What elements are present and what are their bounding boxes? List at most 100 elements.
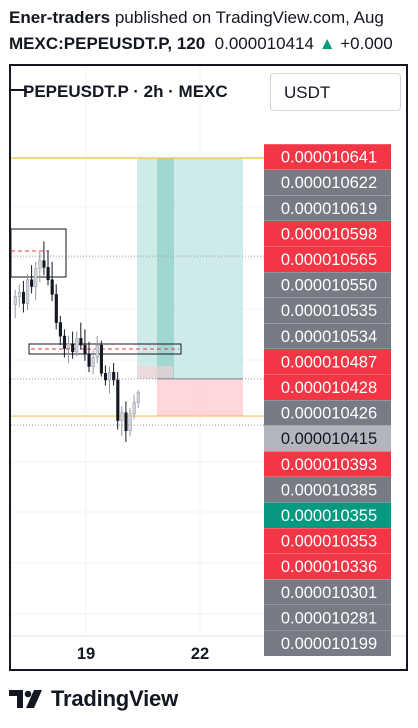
price-label: 0.000010619 (281, 200, 377, 218)
price-label: 0.000010426 (281, 405, 377, 423)
candle-body (17, 291, 21, 297)
candle-body (46, 267, 50, 281)
candle-body (79, 338, 83, 346)
candle-body (71, 343, 75, 353)
candle-body (67, 343, 71, 349)
price-label: 0.000010353 (281, 533, 377, 551)
publish-line: Ener-traders published on TradingView.co… (9, 7, 384, 29)
symbol-legend[interactable]: PEPEUSDT.P · 2h · MEXC (23, 82, 228, 101)
price-chart[interactable]: 0.000010641 0.000010622 0.000010619 0.00001… (11, 66, 406, 669)
price-axis-labels: 0.000010641 0.000010622 0.000010619 0.00001… (264, 144, 391, 656)
candle-body (136, 392, 140, 403)
price-label: 0.000010565 (281, 251, 377, 269)
price-label: 0.000010336 (281, 558, 377, 576)
tradingview-logo-icon (9, 690, 42, 708)
price-label-bg (264, 400, 391, 426)
candle-body (91, 357, 95, 367)
author-name[interactable]: Ener-traders (9, 8, 111, 27)
price-label: 0.000010355 (281, 507, 377, 525)
price-label-bg (264, 605, 391, 631)
price-change: +0.000 (340, 34, 393, 53)
price-label: 0.000010534 (281, 328, 377, 346)
price-label: 0.000010622 (281, 174, 377, 192)
price-label: 0.000010598 (281, 225, 377, 243)
candle-body (21, 291, 26, 304)
candle-body (54, 294, 58, 323)
drawing-boxes (11, 89, 182, 355)
symbol-line: MEXC:PEPEUSDT.P, 120 0.000010414 ▲ +0.00… (9, 33, 393, 55)
candle-body (128, 413, 132, 431)
price-label: 0.000010487 (281, 353, 377, 371)
price-label: 0.000010641 (281, 149, 377, 167)
last-price: 0.000010414 (214, 34, 314, 53)
published-text: published on TradingView.com, Aug (114, 8, 384, 27)
price-label: 0.000010199 (281, 635, 377, 653)
price-label-bg (264, 579, 391, 605)
candles (13, 241, 140, 442)
range-box (28, 343, 182, 355)
entry-stop-shade (137, 366, 173, 379)
price-label-bg (264, 502, 391, 528)
price-label-bg (264, 630, 391, 656)
price-label: 0.000010393 (281, 456, 377, 474)
candle-body (50, 279, 54, 295)
candle-body (75, 338, 79, 353)
candle-body (120, 412, 124, 421)
price-label: 0.000010281 (281, 609, 377, 627)
candle-body (99, 344, 103, 374)
candle-body (62, 335, 67, 349)
entry-column (157, 158, 174, 379)
chart-frame[interactable]: 0.000010641 0.000010622 0.000010619 0.00001… (9, 64, 408, 671)
candle-body (112, 371, 116, 381)
candle-body (87, 353, 91, 367)
candle-body (30, 279, 34, 287)
candle-body (42, 260, 46, 268)
candle-body (34, 268, 38, 287)
price-label-bg (264, 323, 391, 349)
up-arrow-icon: ▲ (318, 34, 336, 53)
currency-button[interactable]: USDT (270, 73, 401, 111)
x-tick-label: 22 (191, 645, 209, 663)
price-label: 0.000010301 (281, 584, 377, 602)
price-label-bg (264, 195, 391, 221)
price-label-bg (264, 297, 391, 324)
candle-body (38, 260, 42, 269)
price-label-bg (264, 553, 391, 580)
candle-body (58, 322, 62, 337)
candle-body (103, 373, 108, 381)
price-label-bg (264, 144, 391, 170)
x-tick-label: 19 (77, 645, 95, 663)
price-label-bg (264, 528, 391, 554)
price-label: 0.000010550 (281, 277, 377, 295)
price-label-bg (264, 246, 391, 272)
candle-body (95, 344, 99, 358)
candle-body (124, 412, 128, 431)
candle-body (83, 344, 87, 355)
candle-body (132, 402, 136, 415)
price-label-bg (264, 349, 391, 375)
candle-body (13, 296, 17, 305)
price-label-bg (264, 272, 391, 298)
stop-zone (157, 378, 243, 417)
price-label-bg (264, 425, 391, 452)
price-label-bg (264, 221, 391, 247)
price-label: 0.000010428 (281, 379, 377, 397)
price-label-bg (264, 477, 391, 503)
position-zones (137, 158, 243, 417)
price-label-bg (264, 374, 391, 400)
price-label-bg (264, 169, 391, 196)
tradingview-logo-text: TradingView (51, 686, 178, 711)
symbol-interval: MEXC:PEPEUSDT.P, 120 (9, 34, 206, 53)
candle-body (108, 371, 112, 381)
time-axis: 19 22 (77, 645, 209, 663)
price-label: 0.000010535 (281, 302, 377, 320)
tradingview-logo[interactable]: TradingView (9, 686, 178, 712)
candle-body (116, 379, 120, 421)
price-label: 0.000010415 (281, 430, 377, 448)
level-lines (11, 157, 264, 426)
target-zone (137, 158, 243, 379)
supply-box (11, 228, 67, 278)
candle-body (26, 279, 30, 304)
price-label: 0.000010385 (281, 481, 377, 499)
price-label-bg (264, 451, 391, 477)
